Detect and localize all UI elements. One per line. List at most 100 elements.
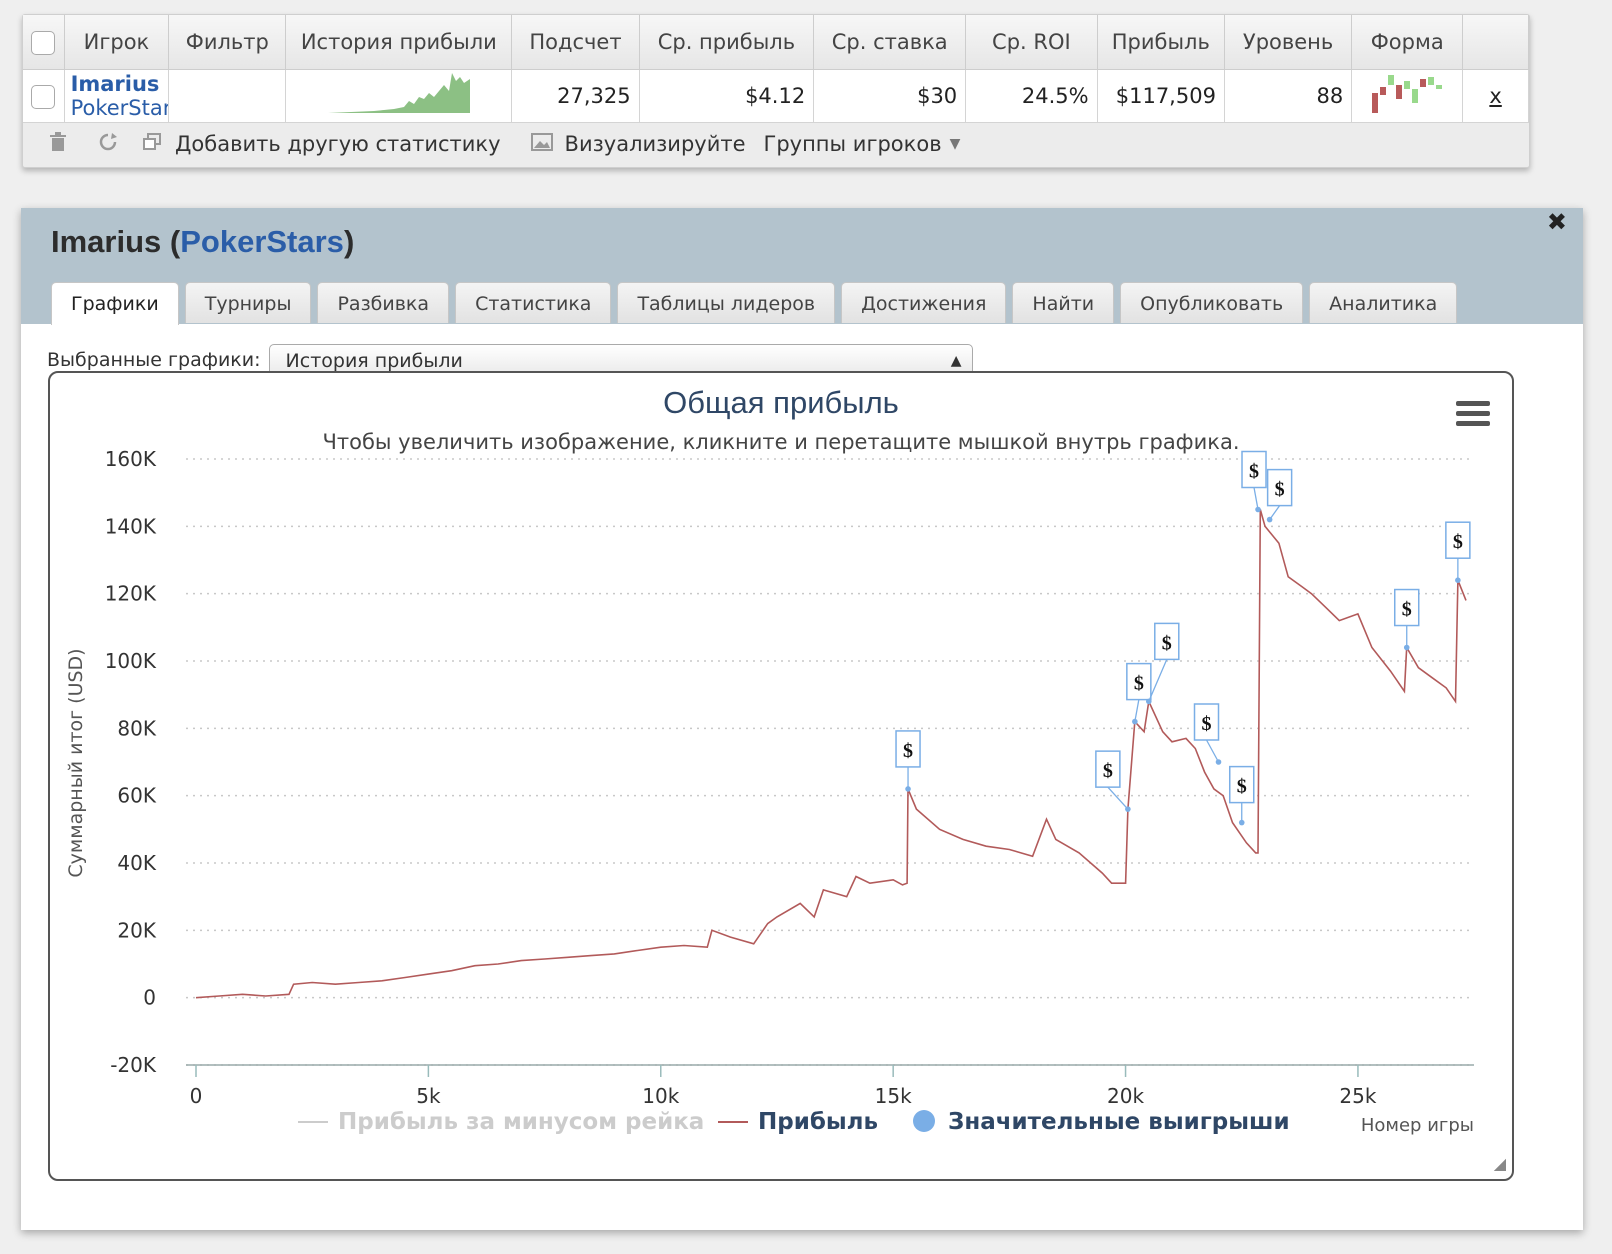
col-header-remove	[1462, 15, 1529, 70]
chart-select-label: Выбранные графики:	[47, 349, 261, 371]
profit-chart[interactable]: -20K 0 20K 40K 60K 80K 100K 120K 140K 160K 0 5k 10k 1…	[50, 373, 1512, 1179]
tab-statistics[interactable]: Статистика	[455, 282, 612, 323]
tab-achievements[interactable]: Достижения	[841, 282, 1007, 323]
select-all-checkbox[interactable]	[31, 30, 56, 55]
col-header-level[interactable]: Уровень	[1224, 15, 1353, 70]
select-all-checkbox-cell[interactable]	[23, 15, 65, 70]
big-win-label: $	[1134, 673, 1144, 695]
big-win-flag[interactable]	[1241, 450, 1267, 489]
col-header-form[interactable]: Форма	[1351, 15, 1464, 70]
x-tick-label: 20k	[1107, 1084, 1144, 1108]
col-header-profit-history[interactable]: История прибыли	[285, 15, 513, 70]
filter-cell	[168, 69, 287, 123]
big-win-flag[interactable]	[1228, 765, 1255, 804]
big-win-label: $	[1402, 599, 1412, 621]
legend-item-profit[interactable]: Прибыль	[758, 1109, 878, 1135]
add-stat-button[interactable]: Добавить другую статистику	[175, 132, 501, 156]
big-win-point[interactable]	[1125, 806, 1131, 812]
chart-menu-icon[interactable]	[1456, 401, 1490, 426]
x-tick-label: 10k	[642, 1084, 679, 1108]
chart-select-row: Выбранные графики: История прибыли ▲	[47, 344, 973, 376]
tab-charts[interactable]: Графики	[51, 282, 179, 325]
big-win-point[interactable]	[1132, 718, 1138, 725]
remove-player-link[interactable]: x	[1462, 69, 1529, 123]
big-win-label: $	[1249, 461, 1259, 483]
tab-leaderboards[interactable]: Таблицы лидеров	[617, 282, 836, 323]
tab-publish[interactable]: Опубликовать	[1120, 282, 1304, 323]
row-checkbox[interactable]	[31, 84, 56, 109]
player-groups-button[interactable]: Группы игроков	[763, 132, 942, 156]
col-header-avg-profit[interactable]: Ср. прибыль	[639, 15, 815, 70]
big-win-connector	[1269, 505, 1281, 520]
chevron-down-icon[interactable]: ▼	[949, 136, 961, 152]
panel-site-link[interactable]: PokerStars	[180, 224, 344, 259]
big-win-flag[interactable]	[1154, 622, 1180, 661]
add-stat-icon[interactable]	[137, 132, 167, 156]
col-header-avg-stake[interactable]: Ср. ставка	[813, 15, 967, 70]
big-win-flag[interactable]	[1126, 662, 1152, 701]
big-win-flag[interactable]	[1193, 703, 1220, 741]
form-chart[interactable]	[1364, 71, 1450, 117]
chart-select-value: История прибыли	[285, 350, 463, 372]
big-win-connector	[1148, 659, 1168, 702]
big-win-point[interactable]	[905, 786, 911, 792]
chart-frame[interactable]: -20K 0 20K 40K 60K 80K 100K 120K 140K 160K 0 5k 10k 1…	[48, 371, 1514, 1181]
big-win-point[interactable]	[1403, 644, 1410, 651]
x-tick-label: 5k	[416, 1084, 441, 1108]
panel-header: Imarius (PokerStars) ✖ Графики Турниры Р…	[21, 208, 1583, 325]
col-header-avg-roi[interactable]: Ср. ROI	[965, 15, 1098, 70]
image-icon[interactable]	[527, 132, 557, 156]
col-header-profit[interactable]: Прибыль	[1097, 15, 1225, 70]
refresh-icon[interactable]	[93, 132, 123, 157]
trash-icon[interactable]	[43, 131, 73, 157]
profit-cell: $117,509	[1097, 69, 1225, 123]
select-arrows-icon: ▲	[950, 353, 962, 369]
player-site-link[interactable]: PokerStars	[70, 96, 168, 120]
chart-subtitle: Чтобы увеличить изображение, кликните и …	[322, 430, 1239, 454]
resize-grip-icon[interactable]: ◢	[1493, 1154, 1506, 1173]
big-win-flag[interactable]	[895, 730, 921, 768]
avg-profit-cell: $4.12	[639, 69, 815, 123]
legend-swatch-big-wins[interactable]	[913, 1110, 935, 1132]
avg-stake-cell: $30	[813, 69, 967, 123]
col-header-player[interactable]: Игрок	[64, 15, 170, 70]
legend-item-big-wins[interactable]: Значительные выигрыши	[948, 1109, 1290, 1135]
big-win-flag[interactable]	[1095, 750, 1121, 788]
tab-tournaments[interactable]: Турниры	[184, 282, 312, 323]
big-win-connector	[1134, 699, 1140, 722]
player-panel: Imarius (PokerStars) ✖ Графики Турниры Р…	[21, 208, 1583, 1230]
chart-grid	[186, 458, 1474, 1066]
form-cell[interactable]	[1351, 69, 1464, 123]
big-win-point[interactable]	[1455, 577, 1461, 583]
profit-history-sparkline[interactable]	[324, 71, 474, 117]
big-win-point[interactable]	[1215, 759, 1222, 765]
close-icon[interactable]: ✖	[1546, 208, 1567, 236]
big-win-flag[interactable]	[1393, 588, 1420, 627]
visualize-button[interactable]: Визуализируйте	[564, 132, 746, 156]
profit-history-sparkline-cell[interactable]	[285, 69, 513, 123]
tab-find[interactable]: Найти	[1012, 282, 1115, 323]
y-tick-label: 120K	[105, 582, 157, 606]
stats-header-row: Игрок Фильтр История прибыли Подсчет Ср.…	[23, 15, 1529, 70]
big-win-point[interactable]	[1266, 516, 1273, 523]
tab-breakdown[interactable]: Разбивка	[317, 282, 450, 323]
big-win-point[interactable]	[1238, 819, 1245, 826]
y-tick-label: 100K	[105, 649, 157, 673]
big-win-label: $	[903, 740, 913, 762]
y-tick-label: -20K	[110, 1053, 157, 1077]
big-win-flag[interactable]	[1266, 468, 1293, 507]
player-name-link[interactable]: Imarius	[70, 72, 160, 96]
big-win-flag[interactable]	[1445, 521, 1471, 559]
col-header-filter[interactable]: Фильтр	[168, 15, 287, 70]
profit-series-line	[195, 509, 1467, 999]
count-cell: 27,325	[511, 69, 640, 123]
chart-series	[195, 509, 1467, 999]
col-header-count[interactable]: Подсчет	[511, 15, 640, 70]
row-checkbox-cell[interactable]	[23, 69, 65, 123]
big-win-point[interactable]	[1255, 506, 1261, 513]
legend-item-net-profit[interactable]: Прибыль за минусом рейка	[338, 1109, 704, 1135]
tab-analytics[interactable]: Аналитика	[1309, 282, 1458, 323]
chart-select[interactable]: История прибыли ▲	[268, 344, 973, 376]
chart-legend[interactable]: Прибыль за минусом рейка Прибыль Значитель…	[298, 1109, 1290, 1135]
big-win-point[interactable]	[1145, 698, 1152, 705]
